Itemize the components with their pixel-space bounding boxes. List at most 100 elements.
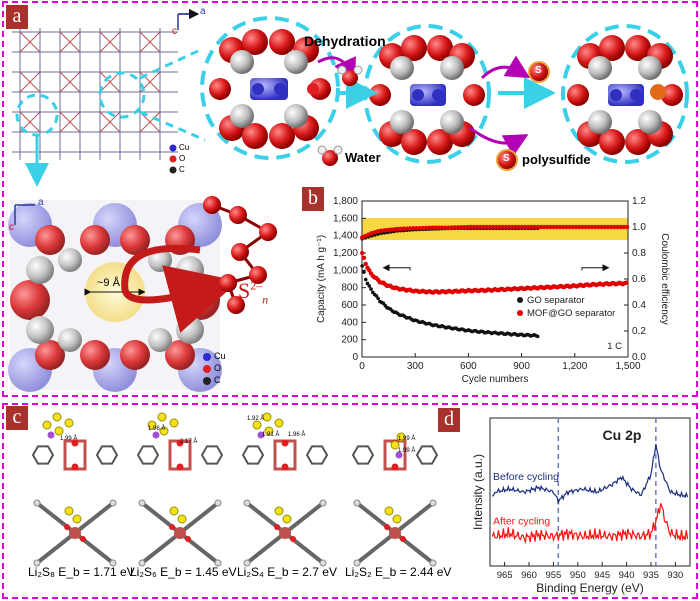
aromatic-ring xyxy=(241,445,265,465)
data-point xyxy=(391,227,397,232)
hydrogen-atom xyxy=(319,499,327,507)
cu-atom xyxy=(174,527,186,539)
aromatic-ring xyxy=(95,445,119,465)
y-tick-label: 1,200 xyxy=(333,248,358,259)
distance-label-8: 1.99 Å xyxy=(398,448,416,454)
x-axis-label: Binding Energy (eV) xyxy=(536,581,643,595)
x-tick-label: 965 xyxy=(497,570,513,581)
data-point xyxy=(541,224,547,230)
data-point xyxy=(436,225,441,230)
polysulfide-icon xyxy=(496,61,550,171)
x-tick-label: 1,200 xyxy=(562,361,587,372)
sulfur-atom xyxy=(147,420,157,430)
data-point xyxy=(462,224,467,230)
dehydration-label: Dehydration xyxy=(304,33,386,49)
data-point xyxy=(455,225,461,230)
pore-highlight-right xyxy=(98,71,146,119)
legend-marker xyxy=(517,297,523,303)
data-point xyxy=(605,224,611,230)
data-point xyxy=(423,225,429,231)
molecule-bottom xyxy=(33,499,117,567)
hydrogen-atom xyxy=(138,499,146,507)
panel-c-label: c xyxy=(6,406,28,430)
hydrogen-atom xyxy=(109,559,117,567)
series-line-before xyxy=(491,443,689,506)
mof-pore-view xyxy=(8,200,222,392)
data-point xyxy=(414,226,419,231)
data-point xyxy=(382,228,387,233)
cu-atom xyxy=(389,527,401,539)
axis-indicator-top xyxy=(177,8,200,30)
oxygen-atom xyxy=(384,524,390,530)
distance-label-1: 1.99 Å xyxy=(60,436,78,442)
bottom-axis-c-label: c xyxy=(9,222,14,233)
sulfur-cluster xyxy=(147,412,179,439)
data-point xyxy=(481,224,486,230)
data-point xyxy=(430,225,435,230)
legend-c-top: C xyxy=(179,165,185,174)
legend-text: GO separator xyxy=(527,295,585,306)
sulfur-cluster xyxy=(390,432,406,459)
data-point xyxy=(621,224,627,230)
capacity-axis-arrow xyxy=(382,264,411,272)
polysulfide-s-symbol-1: S xyxy=(535,65,542,76)
data-point xyxy=(365,281,370,286)
series-mof-go-separator xyxy=(359,250,629,295)
legend-c-bottom: C xyxy=(214,375,221,385)
sulfur-atom xyxy=(282,514,292,524)
water-label: Water xyxy=(345,150,381,165)
sulfur-atom xyxy=(64,506,74,516)
data-point xyxy=(385,227,390,233)
data-point xyxy=(548,224,553,230)
distance-label-2: 1.96 Å xyxy=(148,426,166,432)
y-tick-label: 800 xyxy=(341,283,358,294)
y-tick-label: 1,400 xyxy=(333,231,358,242)
y-tick-label: 1,800 xyxy=(333,196,358,207)
data-point xyxy=(573,224,579,230)
data-point xyxy=(442,225,448,230)
polysulfide-s-symbol-2: S xyxy=(503,153,510,164)
lithium-atom xyxy=(152,431,160,439)
linker-arm xyxy=(245,531,287,565)
hydrogen-atom xyxy=(429,559,437,567)
oxygen-atom xyxy=(281,463,289,471)
data-point xyxy=(529,224,534,230)
data-point xyxy=(538,224,544,230)
data-point xyxy=(369,287,373,291)
x-tick-label: 935 xyxy=(643,570,659,581)
lithium-atom xyxy=(395,451,403,459)
axis-indicator-bottom xyxy=(14,204,35,225)
y-tick-label: 600 xyxy=(341,300,358,311)
data-point xyxy=(379,228,384,233)
hydrogen-atom xyxy=(243,559,251,567)
distance-label-7: 1.99 Å xyxy=(398,436,416,442)
y-tick-label: 1,000 xyxy=(333,265,358,276)
y-tick-label: 0 xyxy=(352,352,358,363)
data-point xyxy=(363,261,368,267)
oxygen-atom xyxy=(71,439,79,447)
panel-d-label: d xyxy=(438,408,460,432)
sulfur-atom xyxy=(262,412,272,422)
data-point xyxy=(420,225,426,231)
hydrogen-atom xyxy=(33,559,41,567)
distance-label-3: 2.17 Å xyxy=(180,439,198,445)
data-point xyxy=(458,225,464,230)
x-tick-label: 940 xyxy=(619,570,635,581)
sulfur-cluster xyxy=(252,412,284,439)
data-point xyxy=(602,224,607,230)
sulfur-cluster xyxy=(42,412,74,439)
legend-marker xyxy=(517,310,523,316)
oxygen-atom xyxy=(169,524,175,530)
lithium-atom xyxy=(257,431,265,439)
hydrogen-atom xyxy=(214,499,222,507)
data-point xyxy=(474,224,480,230)
oxygen-atom xyxy=(71,463,79,471)
x-tick-label: 1,500 xyxy=(615,361,640,372)
series-line-after xyxy=(491,503,689,545)
data-point xyxy=(395,226,400,232)
molecule-bottom xyxy=(353,499,437,567)
sulfur-atom xyxy=(264,426,274,436)
series-mof-go-separator-ce xyxy=(359,224,630,240)
